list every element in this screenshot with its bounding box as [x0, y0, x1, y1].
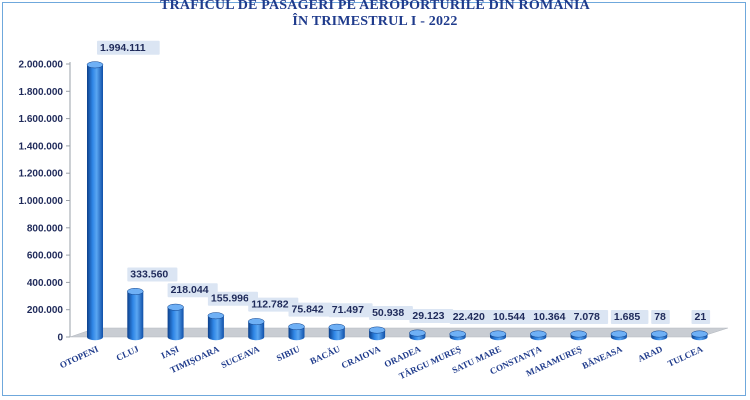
- bar: [610, 330, 628, 341]
- data-label: 50.938: [372, 307, 404, 319]
- bar: [247, 318, 265, 341]
- data-label: 112.782: [251, 299, 289, 311]
- bar-top: [167, 303, 184, 311]
- bar: [288, 323, 305, 341]
- bar-top: [328, 323, 346, 331]
- bar: [86, 61, 104, 341]
- y-tick-label: 1.200.000: [19, 169, 64, 180]
- bar-body: [288, 326, 305, 341]
- bar-top: [207, 312, 225, 320]
- data-label-bg: [288, 302, 333, 317]
- category-label: CRAIOVA: [340, 344, 383, 371]
- data-label-bg: [651, 310, 670, 324]
- y-tick-label: 200.000: [27, 305, 64, 316]
- bar: [449, 330, 466, 341]
- bar: [368, 326, 386, 341]
- y-tick-label: 1.400.000: [19, 141, 64, 152]
- bar-top: [691, 330, 708, 338]
- data-label-bg: [409, 309, 454, 324]
- bar-top: [288, 323, 305, 331]
- data-label: 78: [654, 311, 666, 323]
- data-label-bg: [610, 310, 649, 324]
- category-label: OTOPENI: [58, 344, 100, 371]
- bar-top: [650, 330, 668, 338]
- y-tick-label: 1.600.000: [19, 114, 64, 125]
- bar-top: [570, 330, 587, 338]
- bar-body: [127, 291, 144, 341]
- bar: [650, 330, 668, 341]
- bar: [570, 330, 587, 341]
- data-label: 71.497: [332, 304, 364, 316]
- chart-title: TRAFICUL DE PASAGERI PE AEROPORTURILE DI…: [160, 0, 590, 13]
- bar: [207, 312, 225, 341]
- data-label-bg: [449, 309, 494, 324]
- y-tick-label: 400.000: [27, 278, 64, 289]
- y-tick-label: 800.000: [27, 223, 64, 234]
- chart-frame: [2, 2, 746, 396]
- bar-body: [167, 307, 184, 341]
- bar-top: [368, 326, 386, 334]
- category-label: TULCEA: [666, 344, 705, 369]
- data-label-bg: [97, 40, 160, 55]
- chart-subtitle: ÎN TRIMESTRUL I - 2022: [292, 14, 458, 29]
- data-label: 10.364: [533, 311, 565, 323]
- bar-top: [86, 61, 104, 69]
- data-label: 218.044: [171, 284, 209, 296]
- data-label-bg: [207, 291, 258, 306]
- data-label: 1.685: [614, 311, 640, 323]
- bar-top: [610, 330, 628, 338]
- data-label: 1.994.111: [100, 42, 146, 54]
- bar: [530, 330, 547, 341]
- data-label-bg: [570, 310, 609, 324]
- bar: [409, 329, 426, 341]
- data-label: 7.078: [574, 311, 600, 323]
- data-label: 29.123: [412, 310, 444, 322]
- data-label-bg: [369, 306, 413, 321]
- bar: [328, 323, 346, 341]
- category-label: SUCEAVA: [219, 344, 261, 371]
- category-label: SIBIU: [275, 344, 302, 364]
- bar: [489, 330, 507, 341]
- bar-top: [127, 288, 144, 295]
- category-label: IAȘI: [159, 344, 180, 361]
- y-tick-label: 2.000.000: [19, 60, 64, 71]
- category-label: CLUJ: [115, 344, 141, 363]
- bar: [691, 330, 708, 341]
- bar-body: [87, 64, 103, 341]
- category-label: BĂNEASA: [581, 344, 625, 371]
- y-tick-label: 1.000.000: [19, 196, 64, 207]
- data-label: 10.544: [493, 311, 525, 323]
- bar: [127, 288, 144, 341]
- data-label: 21: [695, 311, 707, 323]
- data-label-bg: [691, 310, 711, 324]
- data-label-bg: [167, 283, 218, 298]
- data-label-bg: [127, 267, 178, 282]
- bar-top: [449, 330, 466, 338]
- bar-top: [247, 318, 265, 326]
- bar-body: [328, 327, 345, 341]
- category-label: BACĂU: [308, 344, 342, 367]
- bar-body: [207, 315, 224, 341]
- data-label: 75.842: [292, 304, 324, 316]
- data-label: 22.420: [453, 311, 485, 323]
- data-label-bg: [490, 310, 534, 324]
- bar-top: [409, 329, 426, 337]
- category-label: ARAD: [636, 344, 664, 364]
- y-tick-label: 600.000: [27, 251, 64, 262]
- data-label: 333.560: [130, 268, 168, 280]
- data-label-bg: [328, 303, 373, 318]
- bar-top: [530, 330, 547, 338]
- y-tick-label: 1.800.000: [19, 87, 64, 98]
- y-tick-label: 0: [57, 333, 63, 344]
- data-label-bg: [530, 310, 575, 324]
- bar: [167, 303, 184, 341]
- bar-top: [489, 330, 507, 338]
- data-label-bg: [248, 297, 299, 312]
- data-label: 155.996: [211, 293, 249, 305]
- bar-body: [248, 321, 265, 341]
